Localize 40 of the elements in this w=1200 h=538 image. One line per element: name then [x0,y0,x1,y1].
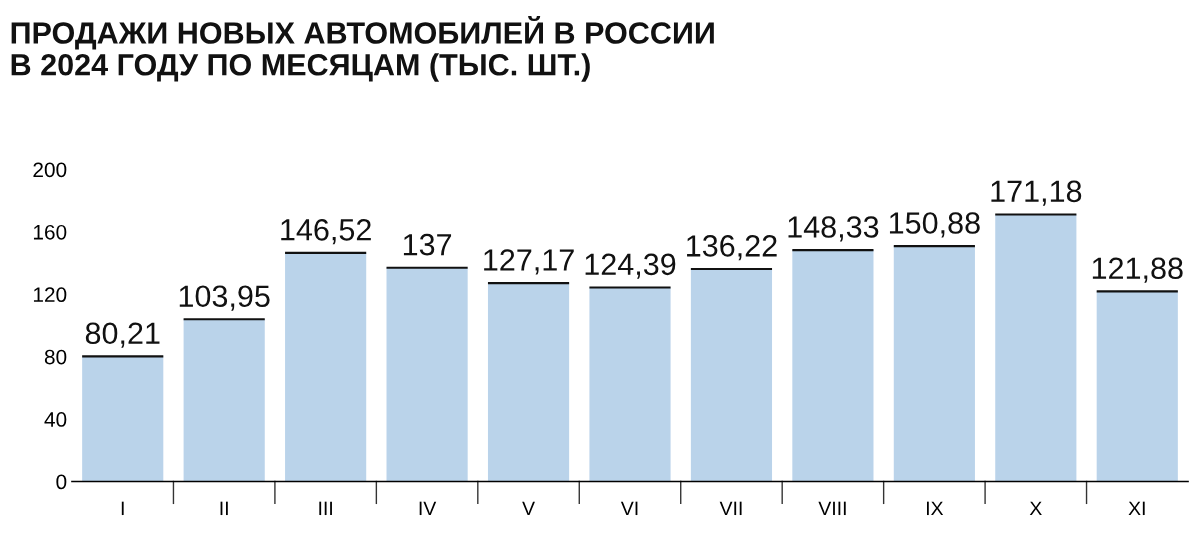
x-tick-label: XI [1128,501,1145,516]
bar [589,287,671,482]
bar [792,250,874,482]
y-tick-label: 0 [56,474,67,490]
x-tick-label: II [220,501,228,516]
data-label: 127,17 [484,249,574,275]
data-label: 171,18 [991,180,1082,206]
data-label: 146,52 [281,218,371,245]
data-label: 137 [403,233,452,256]
bar [1096,291,1178,482]
x-tick-label: III [319,501,332,516]
y-tick-label: 80 [44,349,67,365]
data-label: 136,22 [687,235,777,261]
bar [183,319,265,482]
x-tick-label: VI [620,501,638,516]
bar [386,267,468,482]
y-tick-label: 160 [33,224,67,240]
chart-title: ПРОДАЖИ НОВЫХ АВТОМОБИЛЕЙ В РОССИИ В 2024 ГОДУ ПО МЕСЯЦАМ (ТЫС. ШТ.) [11,15,714,82]
x-tick-label: VIII [818,501,846,516]
y-tick-label: 120 [33,287,67,303]
data-label: 103,95 [179,285,270,311]
bar [487,283,570,482]
x-tick-label: IX [926,501,944,516]
y-tick-label: 40 [44,412,67,427]
bar [285,252,367,482]
data-label: 150,88 [889,212,980,238]
x-tick-label: X [1029,501,1042,516]
data-label: 124,39 [585,253,676,279]
bar [82,356,164,482]
y-tick-label: 200 [33,162,67,178]
data-label: 80,21 [85,322,160,348]
data-label: 121,88 [1092,257,1183,283]
data-label: 148,33 [788,216,879,242]
x-tick-label: V [522,501,535,516]
x-tick-label: IV [419,501,437,516]
bar [690,268,773,482]
bar [995,214,1077,482]
x-tick-label: I [121,501,124,516]
x-tick-label: VII [719,501,742,516]
bar [893,246,975,482]
